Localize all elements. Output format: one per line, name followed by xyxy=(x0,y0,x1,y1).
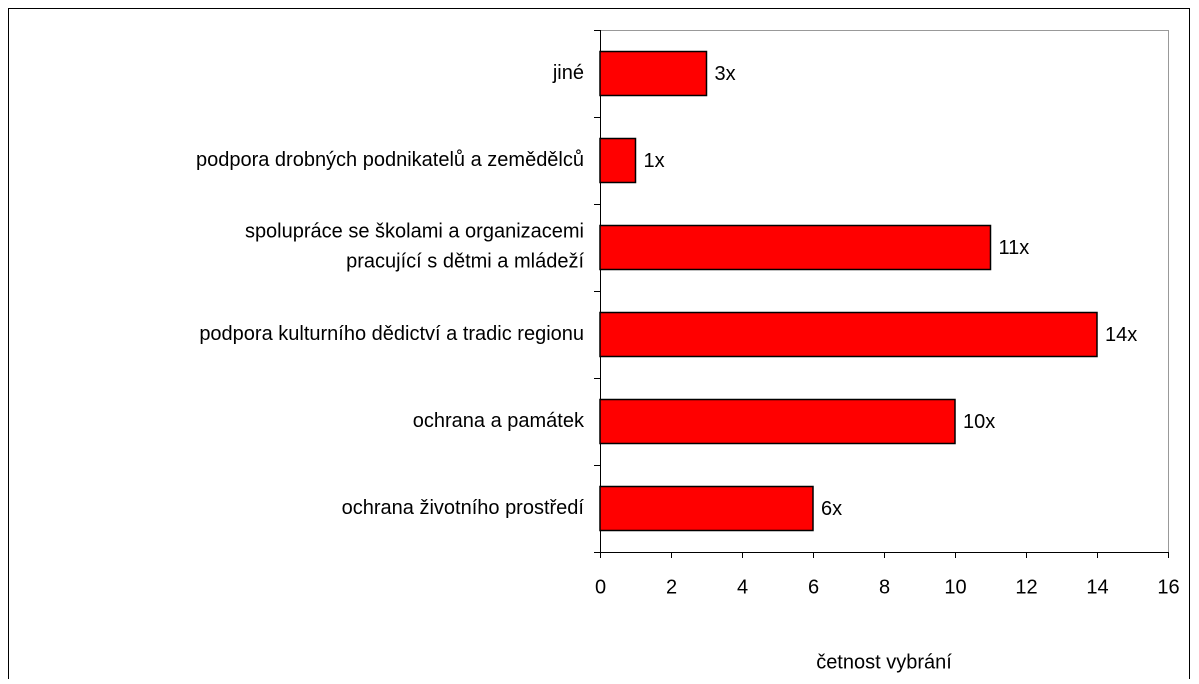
value-label: 10x xyxy=(963,411,995,433)
value-label: 3x xyxy=(715,63,736,85)
x-tick-label: 4 xyxy=(737,576,748,598)
x-tick-label: 10 xyxy=(944,576,966,598)
x-tick-label: 16 xyxy=(1157,576,1179,598)
bar xyxy=(599,224,992,271)
value-label: 14x xyxy=(1105,324,1137,346)
bar xyxy=(599,137,637,184)
bar xyxy=(599,398,956,445)
y-tick-label: ochrana životního prostředí xyxy=(342,497,585,519)
y-tick-label: spolupráce se školami a organizacemi prac… xyxy=(245,221,585,273)
y-tick-label: podpora drobných podnikatelů a zemědělců xyxy=(196,149,584,171)
x-axis-title: četnost vybrání xyxy=(816,651,952,673)
x-tick-label: 2 xyxy=(666,576,677,598)
bar xyxy=(599,485,814,532)
y-tick-label: jiné xyxy=(552,62,584,84)
bar xyxy=(599,50,708,97)
value-label: 6x xyxy=(821,498,842,520)
x-tick-label: 6 xyxy=(808,576,819,598)
y-tick-label: podpora kulturního dědictví a tradic reg… xyxy=(199,323,584,345)
plot-border xyxy=(600,30,1169,552)
x-tick-label: 14 xyxy=(1086,576,1108,598)
y-tick-label: ochrana a památek xyxy=(413,410,585,432)
x-tick-label: 0 xyxy=(595,576,606,598)
value-label: 1x xyxy=(644,150,665,172)
x-tick-label: 12 xyxy=(1015,576,1037,598)
bar xyxy=(599,311,1098,358)
x-tick-label: 8 xyxy=(879,576,890,598)
value-label: 11x xyxy=(999,237,1030,259)
